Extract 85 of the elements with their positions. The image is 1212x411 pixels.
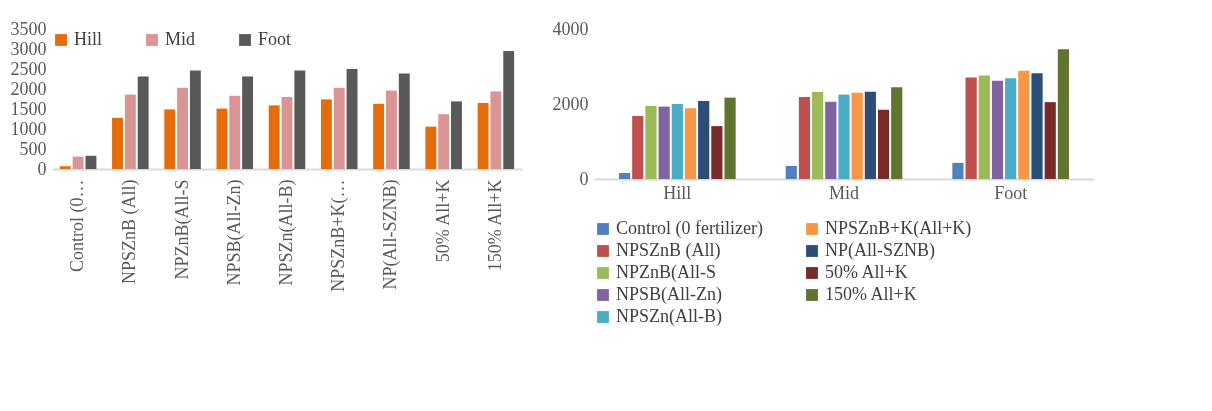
bar — [177, 87, 189, 169]
bar — [281, 97, 293, 169]
bar — [451, 101, 462, 169]
y-tick-label: 3500 — [10, 18, 47, 39]
x-tick-label: Foot — [994, 182, 1028, 203]
bar — [294, 70, 306, 169]
bar — [978, 75, 990, 179]
bar — [838, 94, 850, 179]
x-tick-label: NPZnB(All-S — [171, 179, 193, 280]
bar — [189, 70, 201, 169]
bar — [1044, 102, 1056, 179]
bar — [952, 162, 964, 179]
bar — [320, 99, 332, 169]
y-tick-label: 1000 — [10, 118, 47, 139]
bar — [645, 105, 657, 179]
legend-label: Foot — [258, 29, 292, 49]
bar — [825, 101, 837, 179]
bar — [385, 90, 397, 169]
y-tick-label: 2500 — [10, 58, 47, 79]
legend-label: Hill — [74, 29, 103, 49]
x-tick-label: NPSZnB+K(… — [328, 179, 350, 292]
legend-label: Control (0 fertilizer) — [616, 218, 763, 239]
bar — [112, 117, 123, 169]
bar — [503, 51, 515, 169]
x-tick-label: Hill — [663, 182, 692, 203]
bar — [658, 106, 670, 179]
bar — [164, 109, 176, 169]
x-tick-label: 50% All+K — [432, 179, 453, 263]
bar — [137, 76, 149, 169]
x-tick-label: NP(All-SZNB) — [380, 179, 402, 290]
bar — [124, 94, 136, 169]
x-tick-label: Control (0… — [67, 179, 89, 272]
bar — [398, 73, 410, 169]
y-tick-label: 3000 — [10, 38, 47, 59]
bar — [425, 126, 437, 169]
y-tick-label: 2000 — [552, 93, 589, 114]
y-tick-label: 0 — [37, 158, 47, 179]
y-tick-label: 500 — [19, 138, 47, 159]
x-tick-label: Mid — [828, 182, 860, 203]
bar — [333, 87, 345, 169]
bar — [1005, 78, 1017, 179]
bar — [891, 87, 903, 179]
x-tick-label: NPSB(All-Zn) — [223, 179, 245, 286]
bar — [785, 165, 797, 179]
bar — [724, 97, 736, 179]
bar — [711, 126, 723, 179]
bar — [798, 96, 811, 179]
bar — [85, 155, 97, 169]
legend-label: NPSZn(All-B) — [616, 306, 723, 327]
bar — [1018, 70, 1030, 179]
bar — [438, 114, 450, 169]
y-tick-label: 0 — [579, 168, 589, 189]
bar — [965, 77, 977, 179]
bar — [619, 173, 631, 179]
bar — [72, 156, 84, 169]
y-tick-label: 4000 — [552, 18, 589, 39]
bar — [877, 109, 890, 179]
bar — [671, 104, 683, 179]
legend-label: 150% All+K — [825, 284, 917, 304]
legend-label: NPSZnB+K(All+K) — [825, 218, 972, 239]
bar — [991, 80, 1004, 179]
bar — [346, 69, 358, 169]
bar — [216, 108, 228, 169]
y-tick-label: 1500 — [10, 98, 47, 119]
bar — [490, 91, 502, 169]
bar — [242, 76, 254, 169]
bar — [632, 116, 644, 179]
bar — [864, 91, 876, 179]
bar — [684, 108, 697, 179]
bar — [229, 95, 241, 169]
bar — [698, 101, 710, 179]
bar — [812, 92, 824, 179]
y-tick-label: 2000 — [10, 78, 47, 99]
bar — [1031, 73, 1043, 179]
legend-label: Mid — [165, 29, 196, 49]
x-tick-label: NPSZnB (All) — [119, 179, 141, 285]
x-tick-label: NPSZn(All-B) — [276, 179, 297, 286]
bar — [373, 103, 385, 169]
bar — [477, 103, 489, 169]
bar — [59, 166, 71, 169]
legend-label: NPSB(All-Zn) — [616, 284, 723, 305]
bar — [268, 105, 280, 169]
bar — [851, 92, 863, 179]
bar — [1057, 49, 1069, 179]
x-tick-label: 150% All+K — [484, 179, 505, 272]
